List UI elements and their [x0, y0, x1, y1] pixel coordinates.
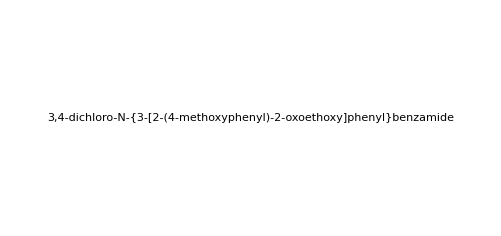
Text: 3,4-dichloro-N-{3-[2-(4-methoxyphenyl)-2-oxoethoxy]phenyl}benzamide: 3,4-dichloro-N-{3-[2-(4-methoxyphenyl)-2…: [47, 113, 454, 123]
